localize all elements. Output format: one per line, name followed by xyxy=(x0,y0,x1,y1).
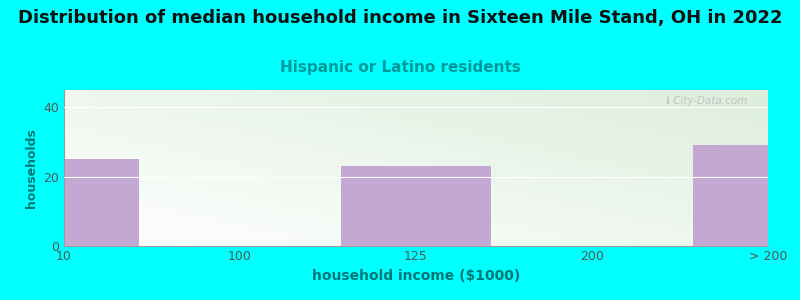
Y-axis label: households: households xyxy=(25,128,38,208)
Text: ℹ City-Data.com: ℹ City-Data.com xyxy=(666,96,747,106)
Bar xyxy=(693,146,800,246)
X-axis label: household income ($1000): household income ($1000) xyxy=(312,269,520,283)
Bar xyxy=(341,166,490,246)
Bar xyxy=(0,159,139,246)
Text: Distribution of median household income in Sixteen Mile Stand, OH in 2022: Distribution of median household income … xyxy=(18,9,782,27)
Text: Hispanic or Latino residents: Hispanic or Latino residents xyxy=(279,60,521,75)
